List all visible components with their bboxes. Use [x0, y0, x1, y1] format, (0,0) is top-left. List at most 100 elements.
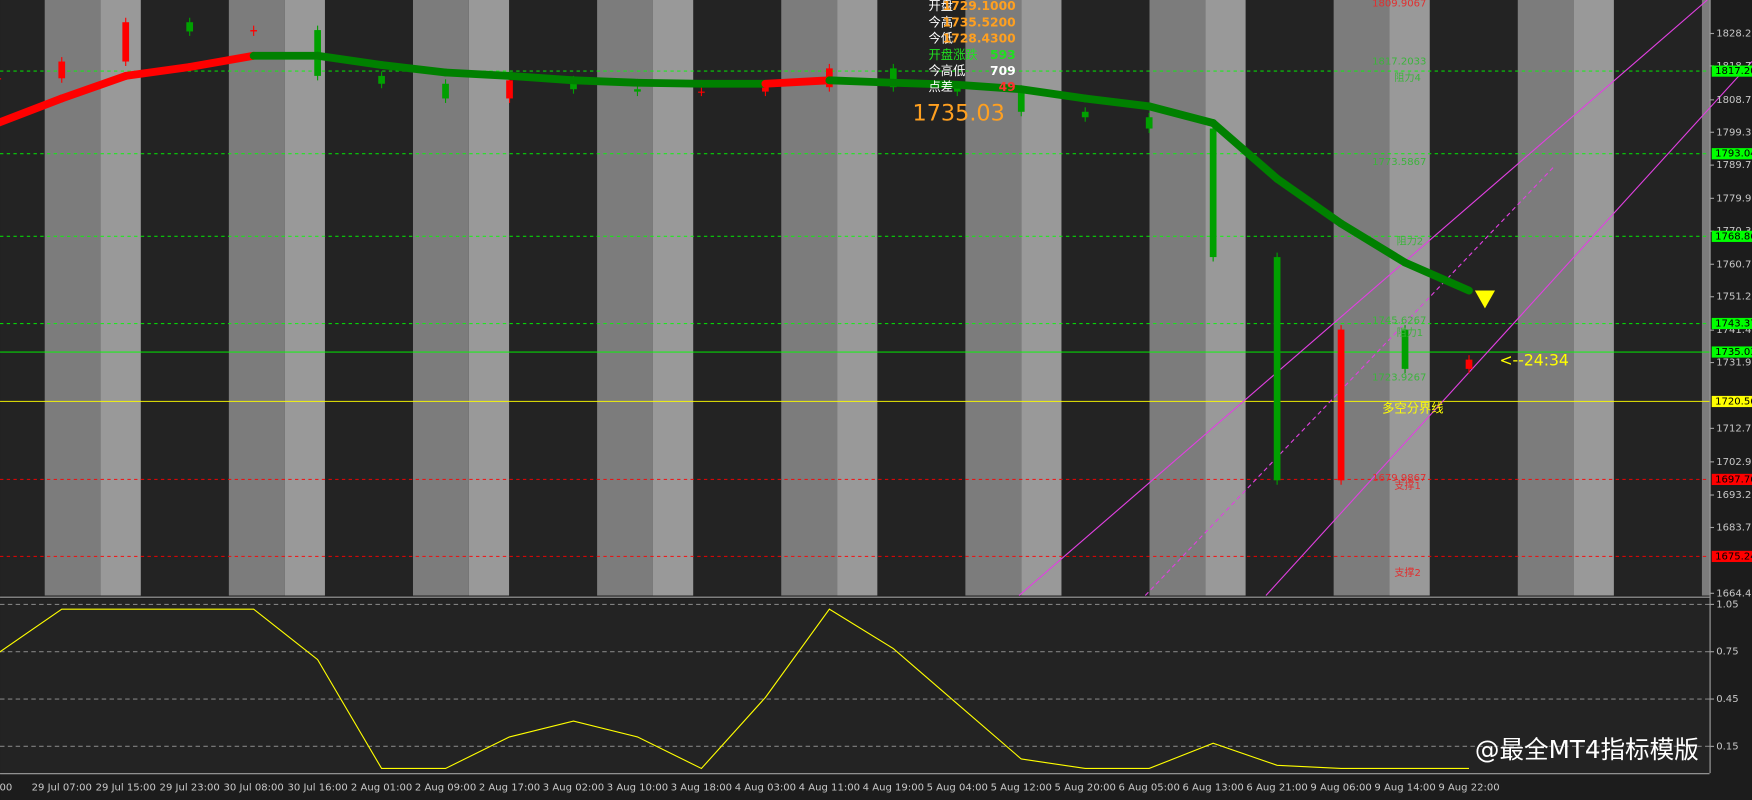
ma-segment — [1401, 258, 1473, 295]
x-tick-label: 30 Jul 16:00 — [287, 783, 347, 794]
day-band — [100, 0, 141, 596]
annotations: 1809.9067 1817.2033 阻力4 1773.5867 阻力2 17… — [1372, 0, 1443, 579]
x-tick-label: 5 Aug 04:00 — [927, 783, 988, 794]
annotation: 1773.5867 — [1372, 157, 1426, 168]
ma-segment — [569, 76, 642, 87]
y-tick-label: 1.05 — [1716, 599, 1738, 610]
candle — [122, 22, 130, 62]
x-tick-label: 5 Aug 12:00 — [991, 783, 1052, 794]
ma-segment — [121, 63, 194, 80]
y-tick-label: 1808.79 — [1716, 95, 1752, 106]
ma-segment — [761, 76, 834, 88]
candle — [1401, 329, 1409, 369]
annotation: 1809.9067 — [1372, 0, 1426, 9]
annotation: 1723.9267 — [1372, 373, 1426, 384]
day-band — [1149, 0, 1206, 596]
day-band — [412, 0, 469, 596]
x-tick-label: 30 Jul 08:00 — [224, 783, 284, 794]
candle — [570, 80, 577, 90]
ma-segment — [313, 51, 386, 69]
candle — [0, 78, 2, 80]
level-tag — [1711, 65, 1752, 77]
level-tag — [1711, 148, 1752, 160]
candle — [1273, 257, 1281, 481]
annotation: 支撑1 — [1394, 479, 1421, 492]
y-tick-label: 1751.20 — [1716, 292, 1752, 303]
ma-segment — [0, 94, 66, 127]
level-label: 1735.03 — [1715, 347, 1752, 358]
ma-segment — [377, 61, 450, 77]
x-tick-label: 4 Aug 11:00 — [799, 783, 860, 794]
ma-segment — [1145, 102, 1218, 127]
ma-segment — [1337, 219, 1409, 267]
candle — [698, 91, 705, 93]
day-band — [284, 0, 325, 596]
y-tick-label: 1760.70 — [1716, 259, 1752, 270]
annotation: 阻力1 — [1397, 326, 1424, 339]
day-bands — [44, 0, 1710, 596]
info-label: 点差 — [929, 80, 954, 94]
day-band — [1517, 0, 1574, 596]
level-label: 1768.86 — [1715, 231, 1752, 242]
x-tick-label: 6 Aug 21:00 — [1246, 783, 1307, 794]
x-tick-label: 3 Aug 02:00 — [543, 783, 604, 794]
day-band — [1389, 0, 1430, 596]
x-tick-label: 29 Jul 15:00 — [96, 783, 156, 794]
y-tick-label: 0.75 — [1716, 647, 1738, 658]
y-tick-label: 1683.70 — [1716, 522, 1752, 533]
candle — [442, 83, 449, 99]
level-label: 1720.56 — [1715, 396, 1752, 407]
candle — [378, 75, 385, 84]
x-tick-label: 2 Aug 01:00 — [351, 783, 412, 794]
level-label: 1697.76 — [1715, 474, 1752, 485]
y-tick-label: 1741.42 — [1716, 325, 1752, 336]
y-tick-label: 0.15 — [1716, 741, 1738, 752]
candle — [1017, 91, 1025, 112]
ma-end-marker — [1474, 290, 1495, 309]
level-tag — [1711, 317, 1752, 330]
x-tick-label: 29 Jul 23:00 — [160, 783, 220, 794]
ma-segment — [1209, 119, 1282, 183]
info-label: 今高 — [929, 14, 954, 29]
annotation: 阻力2 — [1397, 234, 1424, 247]
candle — [634, 89, 641, 92]
level-label: 1817.20 — [1715, 66, 1752, 77]
level-label: 1743.37 — [1715, 319, 1752, 330]
level-tag — [1711, 346, 1752, 358]
day-band — [1333, 0, 1390, 596]
channel-line — [1265, 61, 1752, 596]
candle — [1465, 359, 1473, 369]
day-band — [1021, 0, 1062, 596]
ma-segment — [1273, 174, 1345, 228]
info-label: 开盘 — [929, 0, 954, 13]
level-label: 1675.24 — [1715, 551, 1752, 562]
y-tick-label: 1799.31 — [1716, 127, 1752, 138]
levels — [0, 70, 1710, 557]
day-band — [228, 0, 285, 596]
info-value: 49 — [999, 80, 1016, 94]
ma-segment — [1017, 85, 1090, 103]
current-price: 1735.03 — [913, 100, 1005, 126]
candle — [762, 87, 769, 92]
y-tick-label: 1712.70 — [1716, 423, 1752, 434]
x-tick-label: 2 Aug 09:00 — [415, 783, 476, 794]
info-label: 今高低 — [929, 63, 966, 78]
level-tag — [1711, 230, 1752, 242]
annotation: 支撑2 — [1394, 566, 1421, 579]
info-value: 709 — [990, 64, 1016, 78]
candle — [250, 30, 258, 32]
day-band — [965, 0, 1022, 596]
info-label: 开盘涨跌 — [929, 47, 978, 62]
candle — [889, 68, 897, 88]
day-band — [468, 0, 510, 596]
day-band — [652, 0, 694, 596]
osc-pane — [0, 598, 1710, 774]
candle — [1209, 128, 1217, 258]
x-tick-label: 4 Aug 03:00 — [735, 783, 796, 794]
day-band — [1205, 0, 1246, 596]
candle — [1145, 117, 1153, 129]
y-tick-label: 1779.99 — [1716, 193, 1752, 204]
info-label: 今低 — [929, 31, 954, 46]
